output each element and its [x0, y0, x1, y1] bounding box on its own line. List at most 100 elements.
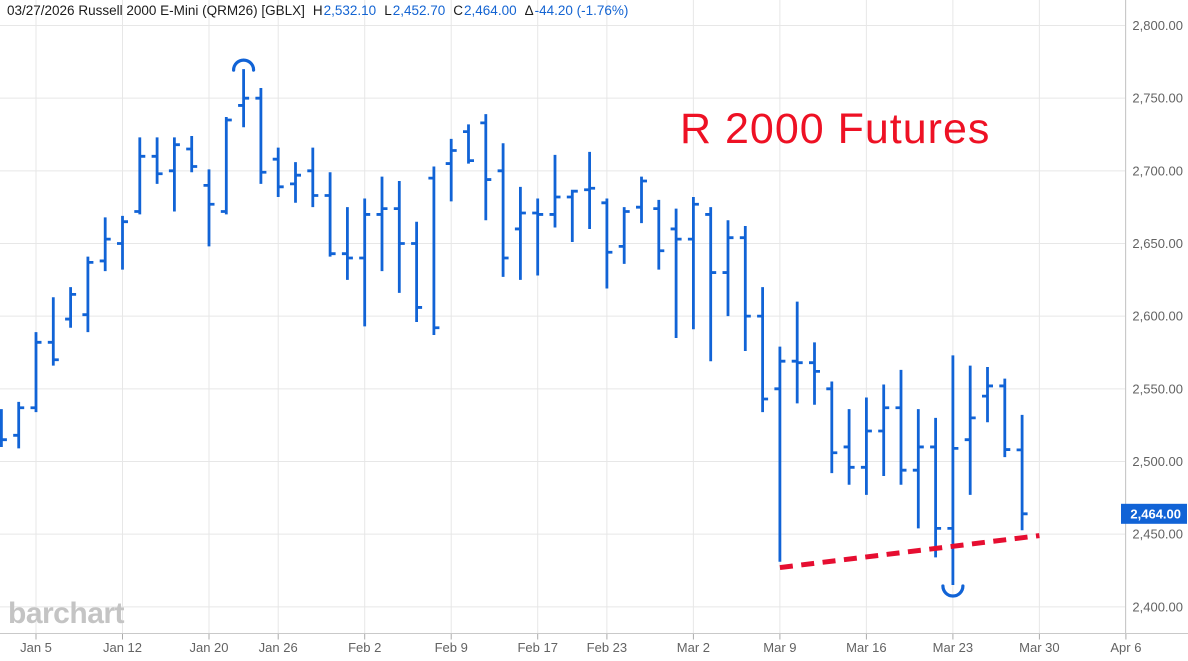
y-axis-label: 2,500.00: [1132, 454, 1183, 469]
y-axis-label: 2,400.00: [1132, 599, 1183, 614]
ohlc-bar: [307, 147, 319, 208]
y-axis-label: 2,550.00: [1132, 381, 1183, 396]
ohlc-bar: [203, 169, 215, 247]
ohlc-bar: [930, 417, 942, 558]
ohlc-bar: [722, 220, 734, 317]
ohlc-bar: [220, 117, 232, 215]
y-axis-label: 2,650.00: [1132, 236, 1183, 251]
ohlc-bar: [341, 207, 353, 280]
ohlc-bar: [532, 198, 544, 276]
ohlc-bar: [549, 154, 561, 228]
ohlc-bar: [134, 137, 146, 215]
ohlc-bar: [912, 409, 924, 529]
y-axis-label: 2,800.00: [1132, 18, 1183, 33]
ohlc-bar: [601, 198, 613, 289]
x-axis-label: Jan 26: [259, 640, 298, 655]
ohlc-bar: [809, 342, 820, 405]
ohlc-bar: [238, 69, 250, 128]
barchart-watermark-logo: barchart: [8, 597, 125, 630]
ohlc-bar: [47, 297, 59, 366]
ohlc-bar: [186, 135, 198, 173]
ohlc-bar: [393, 181, 405, 293]
ohlc-bar: [0, 409, 7, 447]
ohlc-bar: [947, 355, 959, 586]
ohlc-bar: [272, 147, 284, 197]
ohlc-bar: [324, 172, 336, 257]
ohlc-bar: [255, 87, 267, 184]
ohlc-bar: [584, 151, 596, 229]
ohlc-bar: [463, 124, 474, 164]
ohlc-bar: [774, 346, 786, 562]
x-axis-label: Jan 20: [189, 640, 228, 655]
ohlc-bar: [687, 196, 699, 330]
ohlc-bar: [65, 287, 77, 328]
ohlc-bar: [117, 215, 128, 270]
header-low-label: L: [384, 3, 392, 18]
arc-high-marker[interactable]: [232, 58, 256, 72]
header-close-label: C: [453, 3, 464, 18]
ohlc-bar: [843, 409, 855, 485]
x-axis-label: Jan 5: [20, 640, 52, 655]
ohlc-bar: [636, 176, 647, 224]
ohlc-bar: [705, 207, 717, 362]
header-close-value: 2,464.00: [464, 3, 517, 18]
ohlc-bar: [757, 287, 769, 413]
y-axis-label: 2,600.00: [1132, 309, 1183, 324]
header-low-value: 2,452.70: [392, 3, 446, 18]
x-axis-label: Mar 16: [846, 640, 886, 655]
header-symbol-title: 03/27/2026 Russell 2000 E-Mini (QRM26) […: [7, 3, 305, 18]
x-axis-label: Mar 2: [677, 640, 710, 655]
ohlc-bar: [445, 138, 457, 202]
header-change-label: Δ: [524, 3, 534, 18]
ohlc-bar: [480, 114, 492, 221]
ohlc-bar: [653, 199, 665, 270]
ohlc-bar: [168, 137, 180, 212]
header-change-value: -44.20 (-1.76%): [534, 3, 629, 18]
x-axis-label: Feb 17: [517, 640, 557, 655]
ohlc-bar: [99, 217, 111, 272]
ohlc-bar: [860, 397, 872, 495]
ohlc-bar: [964, 365, 976, 495]
ohlc-bar: [566, 189, 578, 243]
x-axis-label: Feb 9: [435, 640, 468, 655]
x-axis-label: Apr 6: [1110, 640, 1141, 655]
chart-annotation-text[interactable]: R 2000 Futures: [680, 105, 990, 153]
ohlc-bar: [376, 176, 388, 272]
x-axis-label: Feb 23: [587, 640, 627, 655]
ohlc-bar: [411, 221, 423, 322]
chart-header: 03/27/2026 Russell 2000 E-Mini (QRM26) […: [7, 3, 628, 18]
last-price-label: 2,464.00: [1130, 506, 1181, 521]
ohlc-bar: [290, 162, 301, 203]
x-axis-label: Mar 9: [763, 640, 796, 655]
x-axis-label: Mar 23: [933, 640, 973, 655]
arc-low-marker[interactable]: [941, 584, 965, 598]
ohlc-bar: [739, 226, 751, 352]
x-axis-label: Mar 30: [1019, 640, 1059, 655]
ohlc-bar: [151, 137, 163, 184]
ohlc-bar: [826, 381, 838, 474]
x-axis-label: Jan 12: [103, 640, 142, 655]
ohlc-bar: [791, 301, 803, 404]
ohlc-bar: [82, 256, 94, 333]
ohlc-bar: [497, 143, 509, 277]
header-high-label: H: [312, 3, 323, 18]
y-axis-label: 2,750.00: [1132, 91, 1183, 106]
ohlc-bar: [982, 367, 993, 423]
header-high-value: 2,532.10: [323, 3, 377, 18]
ohlc-bar: [30, 332, 42, 413]
ohlc-bar: [999, 378, 1011, 458]
ohlc-bar: [13, 401, 25, 449]
y-axis-label: 2,450.00: [1132, 527, 1183, 542]
ohlc-bar: [359, 198, 371, 327]
x-axis-label: Feb 2: [348, 640, 381, 655]
trendline-annotation[interactable]: [779, 533, 1040, 571]
ohlc-bar: [1016, 414, 1028, 531]
ohlc-bar: [670, 208, 682, 338]
last-price-box: [1121, 503, 1187, 524]
ohlc-bar: [514, 186, 526, 280]
ohlc-bar: [618, 207, 630, 264]
ohlc-bar: [895, 369, 907, 485]
ohlc-bar: [878, 384, 890, 477]
